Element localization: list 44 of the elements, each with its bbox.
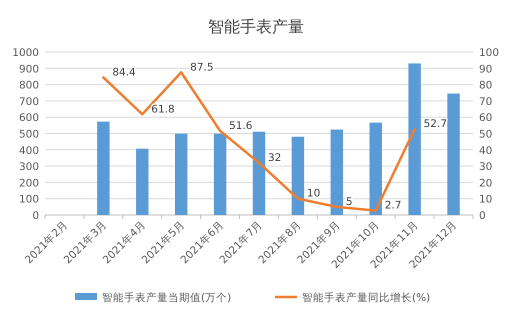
bar [330, 130, 344, 215]
y-tick-label: 400 [18, 144, 39, 157]
bar [292, 136, 304, 215]
data-label: 51.6 [229, 120, 253, 132]
chart-title: 智能手表产量 [208, 17, 304, 36]
data-label: 10 [306, 188, 320, 200]
y2-tick-label: 60 [479, 112, 492, 124]
data-label: 5 [346, 196, 353, 208]
bar [447, 94, 460, 215]
y-tick-label: 300 [18, 161, 39, 174]
y-tick-label: 200 [18, 177, 39, 190]
y-tick-label: 600 [18, 112, 39, 124]
bar [214, 134, 226, 215]
bar [252, 132, 266, 215]
y-tick-label: 100 [18, 194, 39, 206]
y2-tick-label: 50 [479, 128, 492, 140]
y2-tick-label: 20 [479, 177, 492, 190]
data-label: 84.4 [112, 66, 136, 78]
y2-tick-label: 10 [479, 194, 492, 206]
data-label: 32 [268, 152, 282, 164]
bar [408, 63, 421, 215]
y2-tick-label: 30 [479, 161, 492, 174]
y2-tick-label: 80 [479, 80, 492, 92]
bar [174, 134, 188, 215]
y-tick-label: 900 [18, 63, 39, 76]
data-label: 87.5 [190, 61, 214, 74]
y-tick-label: 500 [18, 128, 39, 140]
y-tick-label: 0 [32, 210, 39, 222]
bar [97, 122, 110, 215]
y-tick-label: 700 [18, 96, 39, 108]
legend-label: 智能手表产量同比增长(%) [302, 291, 430, 304]
data-label: 52.7 [424, 118, 448, 130]
y-tick-label: 800 [18, 80, 39, 92]
bar [370, 122, 382, 215]
data-label: 61.8 [151, 103, 175, 116]
y2-tick-label: 40 [479, 144, 492, 157]
y-tick-label: 1000 [12, 47, 39, 59]
legend-label: 智能手表产量当期值(万个) [102, 291, 232, 304]
y2-tick-label: 70 [479, 96, 492, 108]
y2-tick-label: 0 [479, 210, 486, 222]
y2-tick-label: 100 [479, 47, 500, 59]
y2-tick-label: 90 [479, 63, 492, 76]
data-label: 2.7 [384, 200, 402, 212]
bar [136, 148, 148, 215]
